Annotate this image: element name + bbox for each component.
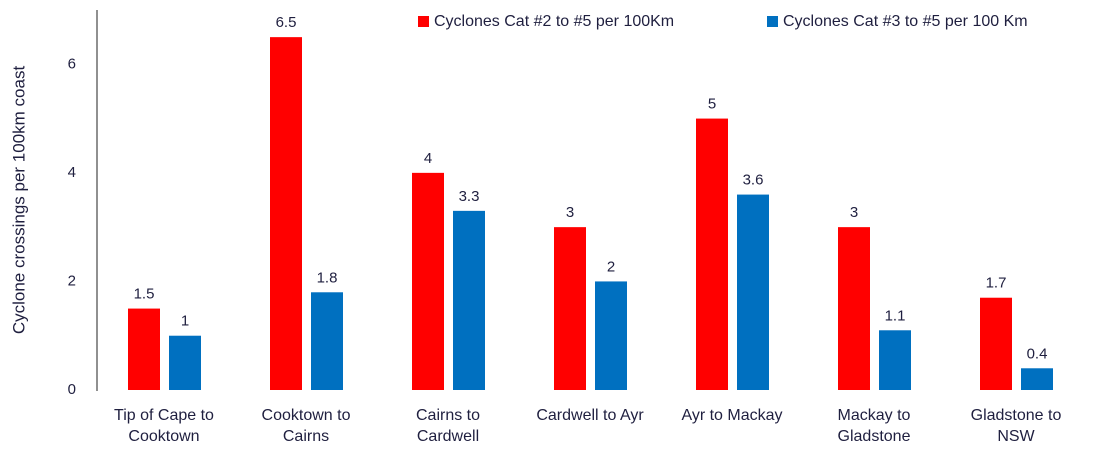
bar — [696, 118, 728, 391]
data-label: 3.6 — [743, 172, 764, 189]
legend-label: Cyclones Cat #2 to #5 per 100Km — [434, 13, 674, 30]
y-tick-label: 0 — [68, 381, 76, 398]
data-label: 3.3 — [459, 188, 480, 205]
legend-label: Cyclones Cat #3 to #5 per 100 Km — [783, 13, 1028, 30]
data-label: 4 — [424, 150, 432, 167]
data-label: 3 — [850, 204, 858, 221]
x-tick-label: Cairns to Cardwell — [415, 407, 481, 445]
data-label: 1 — [181, 313, 189, 330]
bar — [879, 330, 911, 390]
data-label: 2 — [607, 258, 615, 275]
x-tick-label: Gladstone to NSW — [970, 407, 1062, 445]
data-label: 1.7 — [986, 275, 1007, 292]
y-axis-label: Cyclone crossings per 100km coast — [9, 66, 28, 335]
x-tick-label: Mackay to Gladstone — [837, 407, 911, 445]
y-tick-label: 2 — [68, 272, 76, 289]
bar — [1021, 368, 1053, 390]
x-tick-label: Cardwell to Ayr — [536, 407, 644, 424]
x-tick-label: Cooktown to Cairns — [261, 407, 351, 445]
data-label: 1.1 — [885, 307, 906, 324]
bar — [169, 335, 201, 390]
x-tick-label: Tip of Cape to Cooktown — [114, 407, 214, 445]
bar — [980, 297, 1012, 390]
bar — [737, 194, 769, 390]
data-label: 3 — [566, 204, 574, 221]
data-label: 5 — [708, 96, 716, 113]
data-label: 1.8 — [317, 269, 338, 286]
bar — [311, 292, 343, 390]
bar — [838, 227, 870, 390]
data-label: 1.5 — [134, 286, 155, 303]
y-tick-label: 4 — [68, 164, 76, 181]
bar — [270, 37, 302, 391]
x-tick-label: Ayr to Mackay — [681, 407, 783, 424]
bar — [595, 281, 627, 390]
bar — [453, 210, 485, 390]
bar — [554, 227, 586, 390]
legend-swatch — [767, 16, 778, 27]
bar — [128, 308, 160, 390]
y-tick-label: 6 — [68, 55, 76, 72]
bar — [412, 172, 444, 390]
data-label: 6.5 — [276, 14, 297, 31]
legend-swatch — [418, 16, 429, 27]
data-label: 0.4 — [1027, 345, 1048, 362]
